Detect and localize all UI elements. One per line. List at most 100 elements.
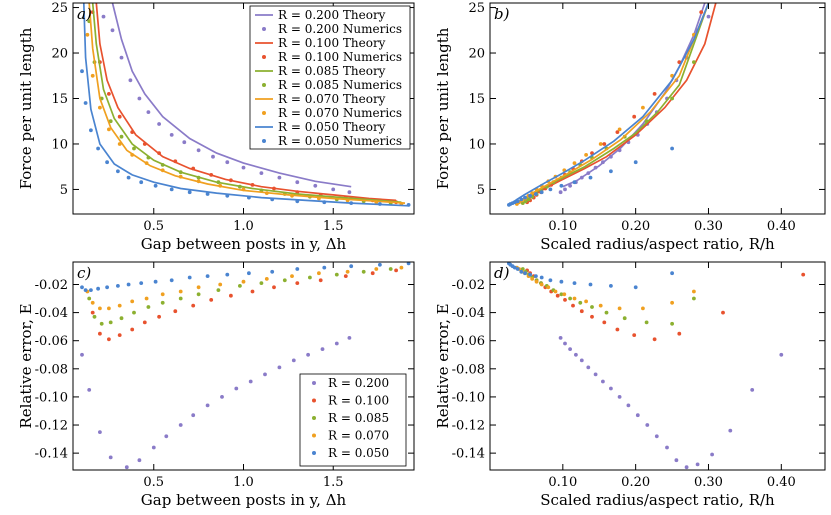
data-point-r050 (83, 101, 88, 105)
data-point-r200 (645, 423, 650, 427)
data-point-r070 (374, 200, 379, 205)
data-point-r070 (290, 193, 294, 198)
chart-panel-1: 0.5 1.0 1.5 5 10 15 20 25 Gap between posts in y… (17, 1, 415, 253)
chart-panel-2: 0.10 0.20 0.30 0.40 5 10 15 20 25 Scaled radius/a… (434, 1, 826, 253)
legend-dot-swatch (262, 139, 266, 143)
x-axis-label: Scaled radius/aspect ratio, R/h (540, 491, 775, 509)
legend-label: R = 0.050 (328, 446, 389, 460)
data-point-r070 (530, 277, 535, 281)
plot-frame (489, 2, 826, 215)
data-point-r050 (153, 183, 158, 188)
data-point-r100 (250, 289, 255, 294)
data-point-r085 (178, 170, 183, 175)
legend-dot-swatch (312, 381, 316, 385)
data-point-r200 (101, 14, 106, 19)
data-point-r070 (553, 289, 558, 294)
data-point-r050 (96, 146, 100, 151)
data-point-r200 (563, 341, 567, 346)
data-point-r050 (225, 272, 230, 277)
data-point-r200 (211, 154, 215, 159)
data-point-r200 (87, 388, 92, 392)
x-tick-label: 1.0 (233, 219, 254, 234)
data-point-r050 (116, 284, 120, 288)
data-point-r070 (196, 285, 201, 290)
data-point-r085 (178, 296, 183, 301)
data-point-r100 (191, 303, 196, 308)
x-tick-label: 0.5 (143, 475, 164, 490)
data-point-r200 (182, 140, 187, 145)
x-tick-label: 1.5 (323, 475, 344, 490)
data-point-r100 (602, 320, 607, 325)
legend-label: R = 0.200 (328, 376, 389, 390)
data-point-r200 (291, 358, 296, 363)
data-point-r050 (512, 265, 517, 270)
data-point-r100 (107, 337, 111, 342)
data-point-r070 (144, 161, 149, 166)
series-line-r200 (111, 2, 352, 188)
data-point-r085 (644, 119, 649, 124)
data-point-r100 (699, 10, 704, 15)
panel-label: d) (494, 264, 510, 282)
data-point-r070 (196, 179, 201, 184)
x-tick-label: 1.0 (233, 475, 254, 490)
data-point-r200 (558, 190, 563, 195)
data-point-r200 (635, 413, 640, 418)
data-point-r050 (153, 279, 158, 284)
x-axis-label: Gap between posts in y, Δh (141, 235, 347, 253)
data-point-r070 (241, 187, 246, 192)
data-point-r050 (633, 285, 638, 290)
y-tick-label: -0.12 (35, 419, 68, 434)
data-point-r070 (562, 292, 567, 297)
data-point-r070 (264, 191, 269, 196)
data-point-r050 (225, 193, 230, 198)
data-point-r050 (205, 274, 210, 278)
y-tick-label: -0.06 (35, 334, 68, 349)
y-axis-label: Relative error, E (17, 303, 35, 428)
legend-label: R = 0.050 Theory (278, 120, 386, 134)
data-point-r050 (169, 187, 174, 192)
data-point-r200 (601, 379, 605, 384)
data-point-r085 (146, 305, 151, 309)
data-point-r100 (579, 309, 584, 314)
data-point-r070 (130, 153, 135, 157)
legend-label: R = 0.100 Theory (278, 36, 386, 50)
legend-label: R = 0.070 Numerics (278, 106, 402, 120)
data-point-r200 (80, 352, 84, 357)
x-axis-label: Scaled radius/aspect ratio, R/h (540, 235, 775, 253)
y-tick-label: -0.04 (35, 306, 68, 321)
data-point-r050 (270, 269, 275, 274)
data-point-r050 (519, 269, 524, 274)
data-point-r085 (160, 163, 165, 167)
data-point-r085 (99, 321, 104, 326)
legend-dot-swatch (312, 433, 316, 438)
data-point-r200 (234, 386, 239, 391)
plot-frame (489, 261, 826, 471)
data-point-r100 (602, 142, 607, 146)
data-point-r050 (523, 195, 527, 200)
data-point-r100 (801, 272, 806, 277)
data-point-r200 (593, 165, 598, 170)
data-point-r200 (601, 160, 605, 165)
legend-dot-swatch (262, 83, 266, 87)
x-tick-label: 0.20 (621, 475, 650, 490)
y-tick-label: -0.14 (35, 447, 68, 462)
legend-label: R = 0.070 Theory (278, 92, 386, 106)
series-line-r070 (514, 2, 710, 205)
data-point-r200 (164, 434, 169, 439)
data-point-r100 (615, 130, 620, 135)
legend-label: R = 0.085 Theory (278, 64, 386, 78)
data-point-r100 (677, 60, 682, 64)
data-point-r200 (157, 122, 162, 126)
data-point-r050 (559, 279, 564, 284)
legend-label: R = 0.050 Numerics (278, 134, 402, 148)
data-point-r050 (534, 192, 538, 196)
data-point-r050 (139, 180, 144, 185)
legend-dot-swatch (312, 416, 316, 420)
data-point-r050 (116, 169, 120, 174)
data-point-r070 (539, 282, 544, 287)
data-point-r050 (205, 192, 210, 196)
data-point-r070 (641, 306, 645, 311)
x-tick-label: 0.40 (767, 219, 796, 234)
data-point-r100 (142, 142, 147, 146)
series-line-r070 (88, 2, 406, 204)
